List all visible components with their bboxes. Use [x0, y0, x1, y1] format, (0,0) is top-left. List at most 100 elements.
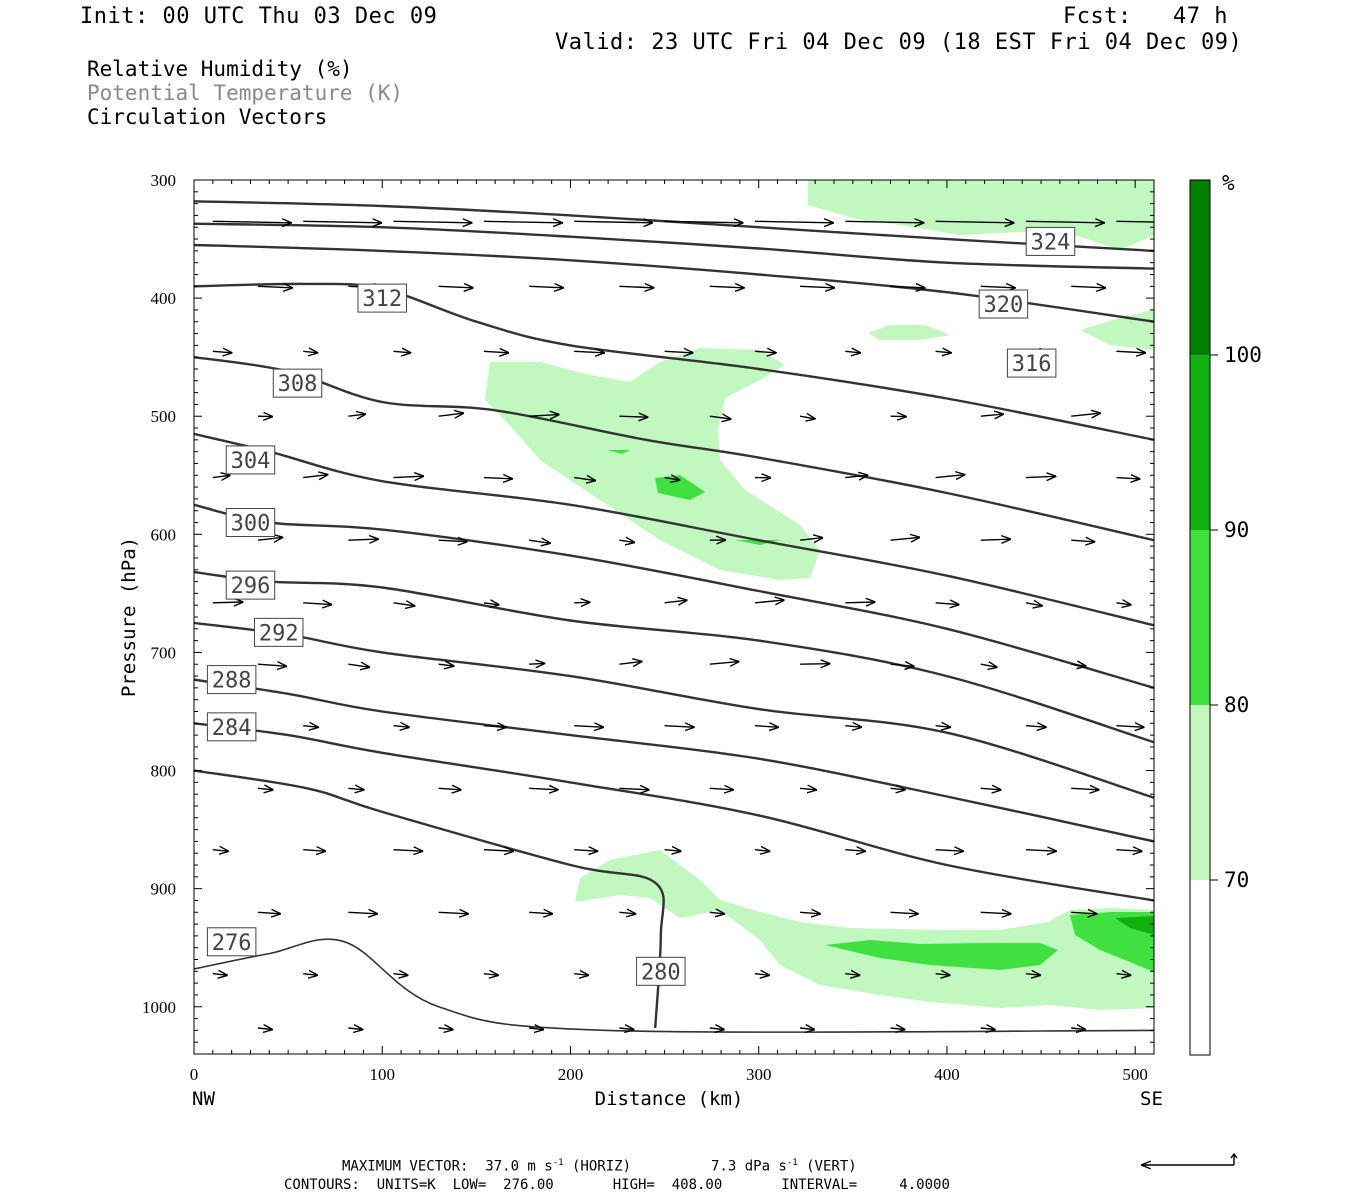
circulation-vector — [1071, 286, 1105, 288]
circulation-vector — [257, 1028, 272, 1030]
circulation-vector — [935, 726, 950, 728]
circulation-vector — [1116, 850, 1141, 852]
contour-label-text: 324 — [1031, 230, 1071, 255]
circulation-vector — [619, 540, 634, 542]
circulation-vector — [980, 414, 1003, 416]
y-tick-label: 1000 — [142, 998, 176, 1017]
circulation-vector — [1071, 912, 1096, 914]
forecast-hour: Fcst: 47 h — [1063, 4, 1228, 29]
circulation-vector — [483, 974, 498, 976]
circulation-vector — [574, 478, 595, 481]
rh-fill-90 — [1115, 916, 1154, 935]
circulation-vector — [348, 664, 369, 667]
circulation-vector — [1025, 974, 1040, 976]
x-tick-label: 200 — [558, 1065, 584, 1084]
rh-fill-90 — [607, 450, 630, 454]
circulation-vector — [800, 788, 816, 790]
contour-label: 300 — [225, 508, 276, 538]
circulation-vectors — [212, 221, 1154, 1030]
circulation-vector — [1025, 603, 1042, 606]
colorbar-label: 90 — [1224, 518, 1249, 542]
x-end-label-nw: NW — [192, 1088, 215, 1110]
circulation-vector — [529, 286, 563, 288]
colorbar-swatch-70 — [1190, 705, 1210, 880]
circulation-vector — [935, 850, 963, 852]
circulation-vector — [664, 221, 743, 223]
y-axis-label: Pressure (hPa) — [118, 537, 140, 697]
circulation-vector — [709, 416, 731, 419]
circulation-vector — [709, 788, 733, 790]
circulation-vector — [393, 726, 409, 728]
theta-contour-284 — [194, 722, 1154, 902]
circulation-vector — [845, 974, 859, 976]
theta-contour-288 — [194, 678, 1154, 843]
circulation-vector — [709, 1028, 724, 1030]
rh-fill-80 — [825, 940, 1058, 970]
contour-label-text: 284 — [212, 716, 252, 741]
contour-label: 296 — [225, 570, 276, 600]
circulation-vector — [935, 603, 959, 605]
circulation-vector — [438, 664, 454, 666]
theta-contour-276 — [194, 938, 1154, 1033]
circulation-vector — [709, 286, 744, 288]
circulation-vector — [483, 351, 508, 353]
circulation-vector — [890, 664, 914, 666]
circulation-vector — [845, 602, 874, 603]
circulation-vector — [212, 850, 228, 852]
circulation-vector — [483, 850, 513, 852]
colorbar-label: 80 — [1224, 693, 1249, 717]
axes: 300 400 500 600 700 800 900 1000 0 100 200 300 400 50… — [118, 171, 1163, 1110]
circulation-vector — [754, 974, 769, 976]
circulation-vector — [800, 286, 834, 288]
circulation-vector — [303, 726, 318, 728]
circulation-vector — [438, 1028, 453, 1030]
circulation-vector — [303, 475, 327, 478]
circulation-vector — [845, 221, 923, 223]
circulation-vector — [619, 286, 653, 288]
circulation-vector — [483, 221, 562, 223]
circulation-vector — [483, 603, 499, 605]
circulation-vector — [845, 351, 860, 353]
circulation-vector — [935, 351, 951, 353]
circulation-vector — [1071, 413, 1100, 416]
y-tick-label: 800 — [151, 762, 177, 781]
rh-fill-70 — [485, 348, 820, 580]
theta-contour-304 — [194, 432, 1154, 627]
circulation-vector — [212, 602, 243, 603]
circulation-vector — [1116, 603, 1130, 605]
circulation-vector — [980, 788, 1001, 790]
circulation-vector — [529, 415, 559, 417]
circulation-vector — [574, 850, 597, 852]
circulation-vector — [393, 603, 415, 606]
circulation-vector — [574, 221, 652, 223]
circulation-vector — [980, 1028, 995, 1030]
contour-label: 304 — [225, 445, 276, 475]
y-tick-label: 400 — [151, 289, 177, 308]
circulation-vector — [438, 413, 463, 416]
circulation-vector — [529, 1028, 543, 1030]
circulation-vector — [1071, 540, 1094, 542]
x-tick-label: 400 — [934, 1065, 960, 1084]
circulation-vector — [1025, 221, 1104, 223]
theta-contour-300 — [194, 503, 1154, 690]
circulation-vector — [1025, 850, 1056, 852]
contour-label: 280 — [636, 956, 686, 986]
circulation-vector — [393, 221, 472, 223]
rh-fill-70 — [808, 180, 1154, 250]
y-tick-label: 600 — [151, 525, 177, 544]
circulation-vector — [754, 850, 769, 852]
circulation-vector — [574, 602, 589, 603]
rh-fill-90 — [655, 475, 705, 500]
circulation-vector — [1071, 664, 1085, 666]
contour-label-text: 276 — [212, 931, 252, 956]
circulation-vector — [890, 788, 905, 790]
circulation-vector — [303, 221, 381, 223]
circulation-vector — [619, 912, 635, 914]
contour-label-text: 316 — [1012, 352, 1052, 377]
circulation-vector — [890, 1028, 905, 1030]
colorbar-swatch-100 — [1190, 180, 1210, 355]
valid-time: Valid: 23 UTC Fri 04 Dec 09 (18 EST Fri … — [555, 30, 1243, 55]
circulation-vector — [754, 351, 776, 353]
circulation-vector — [393, 476, 424, 477]
circulation-vector — [980, 664, 997, 667]
